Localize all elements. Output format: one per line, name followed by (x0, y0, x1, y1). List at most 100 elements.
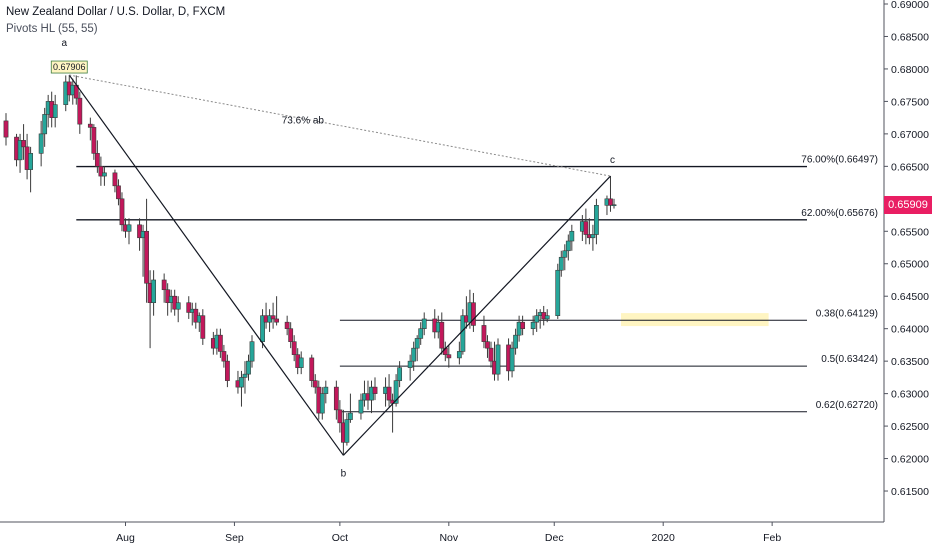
candle-body (52, 104, 58, 118)
y-tick-label: 0.62000 (891, 454, 929, 466)
candle-body (249, 341, 255, 362)
candle-body (151, 279, 157, 304)
candle-body (260, 315, 265, 342)
pivot-a-label: a (61, 38, 67, 49)
fib-level-label: 0.5(0.63424) (821, 354, 878, 365)
candle-body (481, 325, 487, 342)
candle-body (594, 205, 599, 235)
x-tick-label: Sep (225, 532, 244, 544)
candle-body (421, 318, 427, 329)
candle-body (495, 344, 501, 375)
chart-title: New Zealand Dollar / U.S. Dollar, D, FXC… (6, 6, 226, 18)
candle-body (221, 351, 227, 362)
candle-body (337, 409, 343, 424)
pattern-leg-ab[interactable] (68, 74, 344, 456)
fib-level-label: 76.00%(0.66497) (801, 155, 878, 166)
candle-body (386, 386, 392, 401)
y-tick-label: 0.64500 (891, 291, 929, 303)
candle-body (372, 386, 378, 394)
x-tick-label: 2020 (652, 532, 676, 544)
candle-body (348, 412, 353, 420)
candle-body (175, 302, 181, 310)
y-tick-label: 0.67000 (891, 129, 929, 141)
candle-body (291, 341, 297, 355)
candle-body (319, 393, 325, 414)
candle-body (42, 114, 48, 135)
candle-body (200, 315, 206, 339)
candle-body (288, 328, 294, 342)
candle-body (562, 250, 568, 258)
candle-body (590, 234, 596, 239)
candle-body (397, 367, 403, 381)
candle-body (21, 140, 26, 148)
y-tick-label: 0.69000 (891, 0, 929, 11)
pivot-high-label: 0.67906 (53, 62, 86, 72)
candle-body (28, 153, 34, 170)
y-tick-label: 0.64000 (891, 324, 929, 336)
pattern-leg-bc[interactable] (342, 175, 611, 456)
candle-body (284, 321, 290, 329)
candle-body (534, 315, 540, 323)
fib-level-label: 62.00%(0.65676) (801, 208, 878, 219)
candle-body (439, 321, 445, 349)
y-tick-label: 0.68000 (891, 64, 929, 76)
candle-body (558, 256, 564, 271)
candle-body (239, 377, 244, 388)
candle-body (38, 133, 44, 154)
candle-body (565, 240, 571, 252)
candle-body (217, 334, 223, 352)
candle-body (91, 127, 97, 154)
candle-body (583, 221, 589, 235)
candle-body (246, 360, 251, 375)
indicator-label[interactable]: Pivots HL (55, 55) (6, 23, 98, 35)
candle-body (411, 347, 417, 362)
y-tick-label: 0.62500 (891, 421, 929, 433)
candle-body (161, 279, 167, 291)
candle-body (471, 302, 476, 326)
candle-body (488, 347, 494, 362)
x-tick-label: Feb (763, 532, 781, 544)
candle-body (323, 386, 329, 394)
y-tick-label: 0.67500 (891, 96, 929, 108)
x-tick-label: Oct (332, 532, 348, 544)
y-tick-label: 0.65500 (891, 226, 929, 238)
candle-body (17, 140, 23, 161)
candle-body (555, 269, 561, 316)
candle-body (407, 360, 413, 368)
candle-body (446, 354, 452, 359)
fib-level-label: 0.38(0.64129) (816, 308, 878, 319)
candle-body (119, 198, 125, 226)
candle-body (94, 153, 100, 167)
candle-body (393, 380, 399, 404)
fib-level-label: 0.62(0.62720) (816, 400, 878, 411)
candle-body (102, 172, 107, 177)
candle-body (3, 120, 9, 138)
x-tick-label: Nov (439, 532, 458, 544)
candle-body (112, 172, 118, 187)
candle-body (344, 419, 350, 443)
y-tick-label: 0.66500 (891, 161, 929, 173)
pivot-high-badge (50, 60, 88, 74)
candle-body (98, 166, 104, 177)
y-tick-label: 0.63500 (891, 356, 929, 368)
y-tick-label: 0.65000 (891, 259, 929, 271)
candle-body (358, 399, 364, 414)
y-tick-label: 0.61500 (891, 486, 929, 498)
candle-body (530, 321, 536, 329)
candle-body (312, 380, 318, 388)
candle-body (144, 230, 149, 284)
pattern-ratio-line[interactable] (69, 74, 611, 177)
candle-body (509, 347, 515, 372)
candle-body (569, 230, 575, 242)
candle-body (513, 334, 518, 349)
candle-body (414, 338, 420, 349)
pivot-c-label: c (610, 155, 615, 166)
y-tick-label: 0.63000 (891, 389, 929, 401)
x-tick-label: Aug (116, 532, 135, 544)
candle-body (608, 198, 613, 206)
candle-body (418, 328, 424, 339)
candle-body (242, 373, 248, 378)
candle-body (77, 97, 83, 125)
current-price-tag: 0.65909 (884, 195, 932, 214)
